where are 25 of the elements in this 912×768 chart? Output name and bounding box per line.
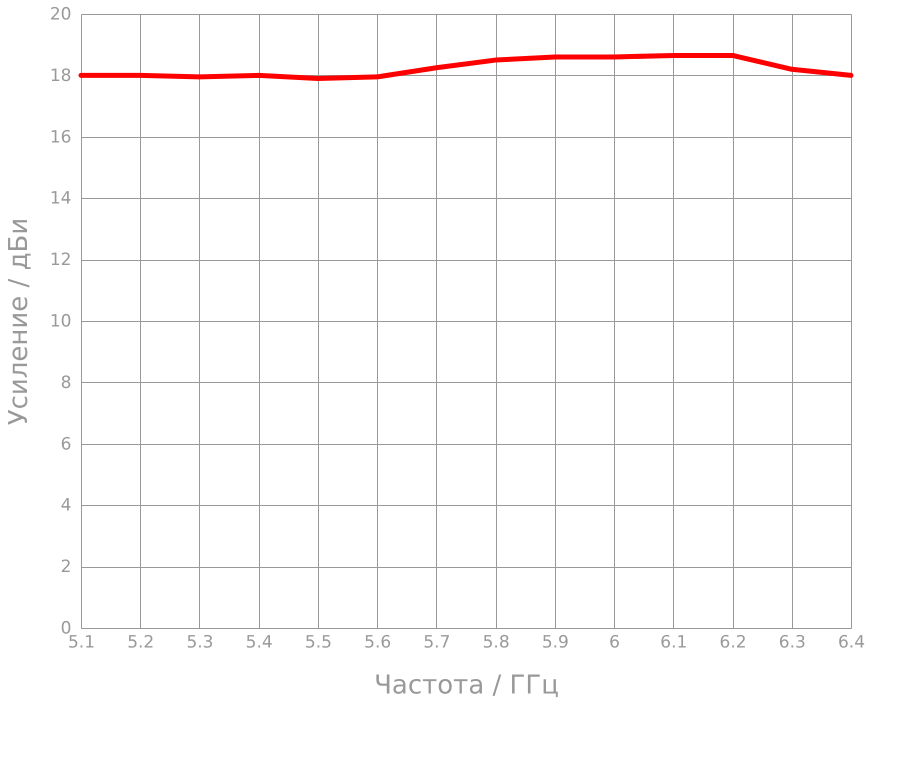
x-tick-label: 5.9 [542,632,569,652]
y-tick-label: 12 [50,250,72,270]
x-tick-label: 5.3 [186,632,214,652]
x-tick-label: 6.4 [838,632,866,652]
x-tick-label: 6.2 [720,632,747,652]
y-tick-label: 20 [50,4,72,24]
x-tick-label: 5.8 [482,632,510,652]
y-tick-label: 14 [50,188,72,209]
y-axis-title: Усиление / дБи [4,218,34,426]
y-tick-label: 2 [60,557,72,578]
y-tick-label: 6 [60,434,72,454]
y-tick-label: 8 [60,372,72,393]
x-tick-label: 5.6 [364,632,392,652]
x-axis-title: Частота / ГГц [374,670,559,700]
y-tick-label: 4 [60,496,72,516]
x-tick-label: 5.5 [304,632,332,652]
x-tick-label: 6.3 [778,632,806,652]
x-tick-label: 6 [609,632,620,652]
x-tick-label: 5.4 [246,632,273,652]
x-tick-label: 5.2 [127,632,154,652]
x-tick-label: 6.1 [660,632,688,652]
y-tick-label: 18 [50,66,72,86]
y-tick-label: 10 [50,312,72,332]
y-tick-label: 16 [50,127,72,148]
x-tick-label: 5.7 [423,632,450,652]
